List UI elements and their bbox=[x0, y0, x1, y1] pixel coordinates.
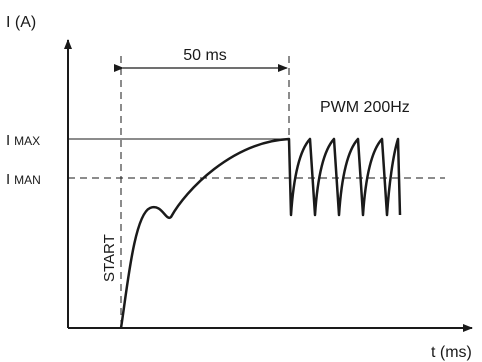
current-curve bbox=[119, 137, 402, 329]
start-label: START bbox=[101, 234, 118, 282]
i-max-label-main: I bbox=[6, 132, 10, 149]
interval-label: 50 ms bbox=[183, 47, 227, 64]
x-axis-label: t (ms) bbox=[431, 344, 472, 361]
y-axis-label: I (A) bbox=[6, 14, 36, 31]
i-max-label-sub: MAX bbox=[14, 134, 40, 148]
i-man-label: I MAN bbox=[6, 171, 41, 188]
pwm-label: PWM 200Hz bbox=[320, 99, 410, 116]
i-max-label: I MAX bbox=[6, 132, 40, 149]
i-man-label-sub: MAN bbox=[14, 173, 41, 187]
i-man-label-main: I bbox=[6, 171, 10, 188]
